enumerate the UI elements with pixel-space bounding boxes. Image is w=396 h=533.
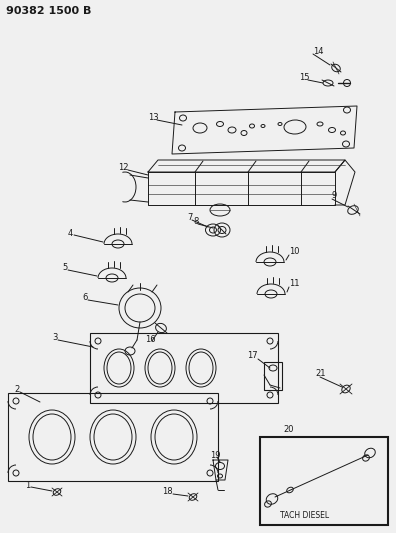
Text: 16: 16 [145, 335, 156, 344]
Text: 11: 11 [289, 279, 299, 288]
Text: 21: 21 [315, 369, 326, 378]
Text: 90382 1500 B: 90382 1500 B [6, 6, 91, 16]
Text: 12: 12 [118, 164, 128, 173]
Text: 13: 13 [148, 114, 159, 123]
Text: TACH DIESEL: TACH DIESEL [280, 511, 329, 520]
Text: 7: 7 [187, 214, 192, 222]
Text: 17: 17 [247, 351, 258, 360]
Text: 2: 2 [14, 385, 19, 394]
Text: 19: 19 [210, 450, 221, 459]
Text: 4: 4 [68, 229, 73, 238]
Bar [8, 393, 218, 481]
Text: 6: 6 [82, 294, 88, 303]
Text: 5: 5 [62, 263, 67, 272]
Text: 3: 3 [52, 334, 57, 343]
Text: 20: 20 [283, 425, 293, 434]
Bar [260, 437, 388, 525]
Text: 1: 1 [25, 481, 30, 489]
Text: 10: 10 [289, 247, 299, 256]
Bar [264, 362, 282, 390]
Bar [90, 333, 278, 403]
Text: 14: 14 [313, 47, 324, 56]
Text: 8: 8 [193, 217, 198, 227]
Text: 18: 18 [162, 488, 173, 497]
Text: 15: 15 [299, 74, 310, 83]
Text: 9: 9 [332, 191, 337, 200]
